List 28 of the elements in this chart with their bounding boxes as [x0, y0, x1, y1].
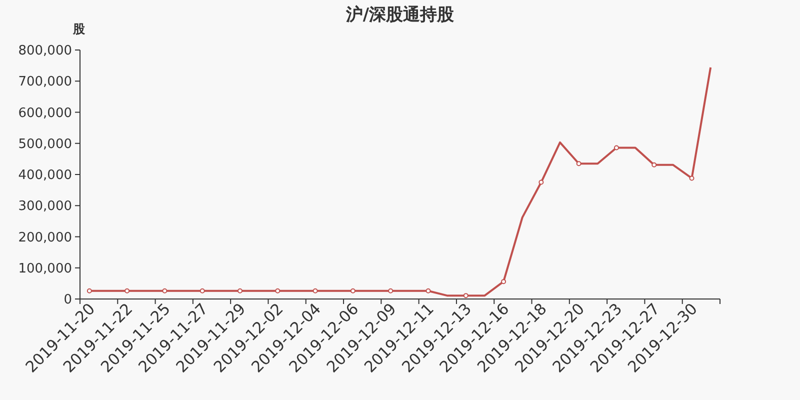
point	[501, 279, 506, 284]
point	[426, 288, 431, 294]
y-tick-label: 500,000	[18, 136, 72, 152]
point	[388, 288, 394, 294]
point	[652, 162, 657, 168]
y-tick-label: 200,000	[18, 230, 72, 246]
point	[312, 288, 318, 294]
point	[538, 180, 544, 185]
point	[614, 145, 619, 150]
point	[162, 288, 168, 294]
point	[124, 288, 130, 294]
y-tick-label: 100,000	[18, 261, 72, 276]
y-tick-label: 300,000	[18, 199, 72, 214]
point	[576, 161, 582, 166]
point	[463, 293, 468, 298]
point	[238, 288, 242, 294]
point	[200, 288, 205, 294]
y-tick-label: 700,000	[18, 74, 72, 90]
point	[350, 288, 356, 294]
y-axis-title: 股	[72, 22, 86, 36]
y-tick-label: 600,000	[18, 106, 72, 121]
y-tick-label: 400,000	[18, 168, 72, 183]
y-tick-label: 0	[64, 292, 72, 308]
point	[689, 176, 694, 181]
point	[275, 288, 280, 294]
chart-title: 沪/深股通持股	[344, 5, 456, 25]
point	[86, 288, 92, 294]
y-tick-label: 800,000	[18, 44, 72, 58]
